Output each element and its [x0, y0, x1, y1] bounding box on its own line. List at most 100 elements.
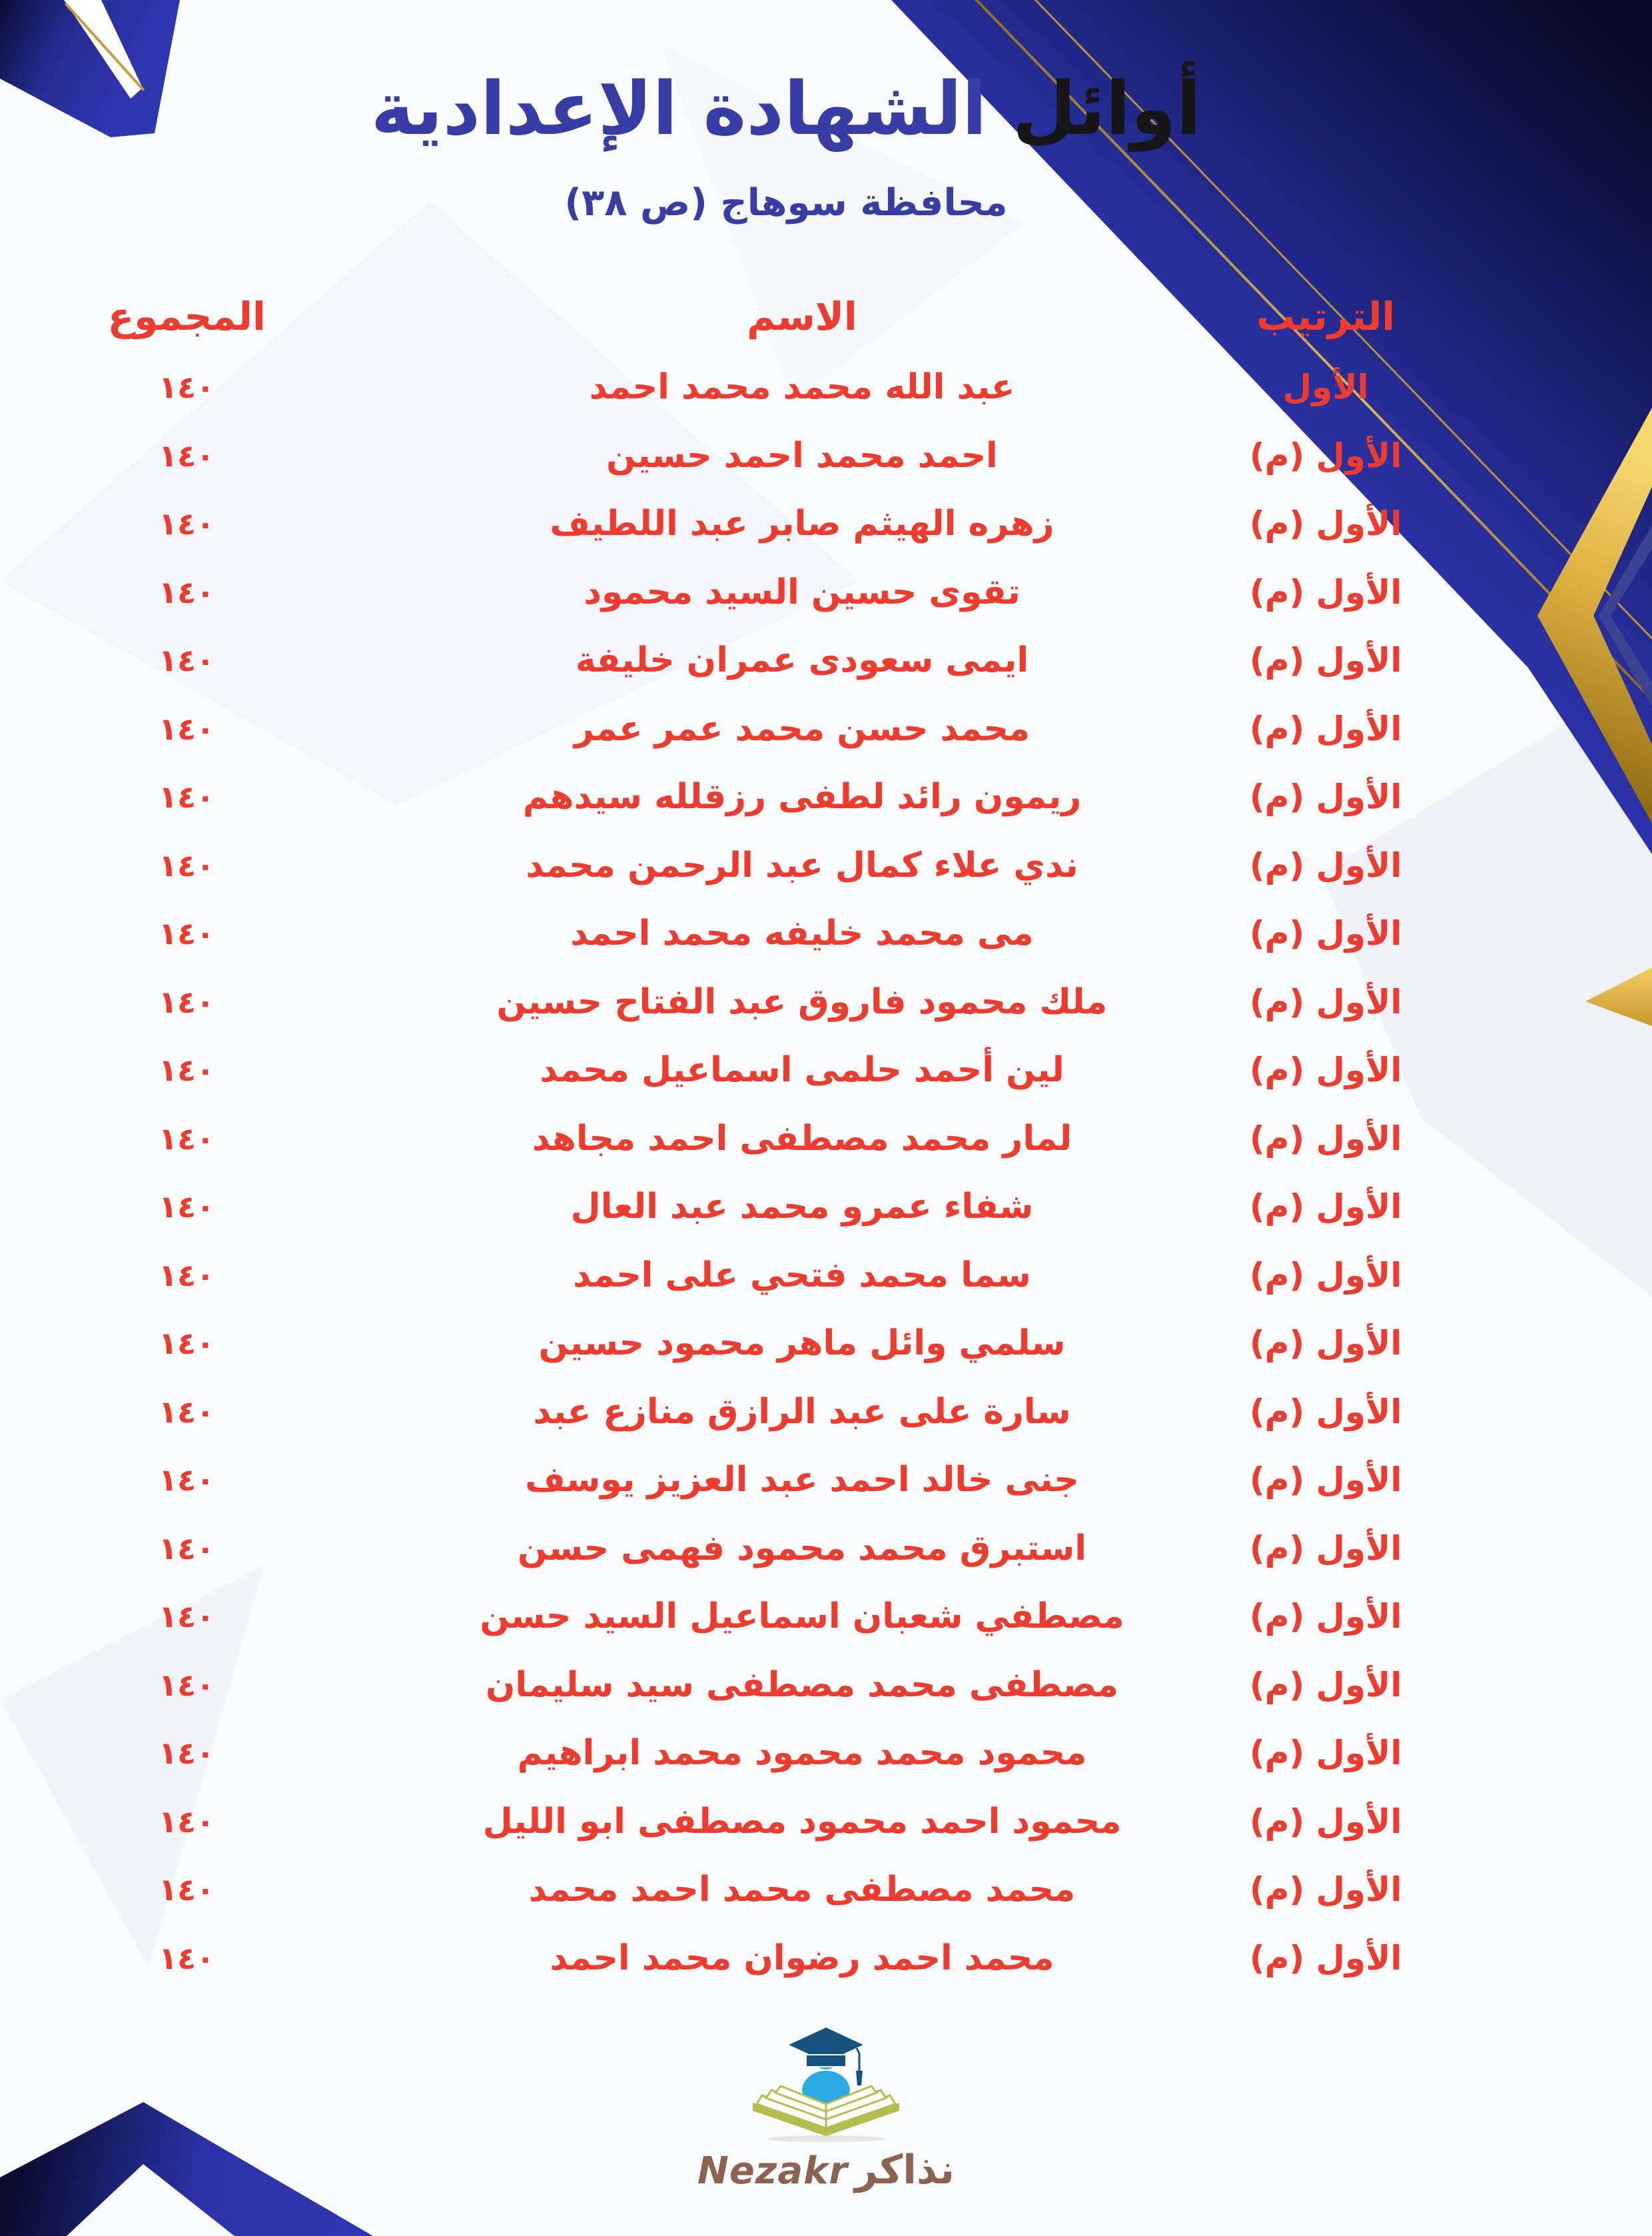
total-cell: ١٤٠: [159, 1052, 215, 1089]
name-cell: تقوى حسين السيد محمود: [584, 572, 1021, 612]
total-cell: ١٤٠: [159, 1189, 215, 1225]
results-table: المجموع الاسم الترتيب ١٤٠ عبد الله محمد …: [0, 280, 1652, 1992]
total-cell: ١٤٠: [159, 437, 215, 474]
table-row: ١٤٠ محمود محمد محمود محمد ابراهيم الأول …: [0, 1719, 1652, 1788]
rank-cell: الأول (م): [1249, 1392, 1402, 1431]
total-cell: ١٤٠: [159, 506, 215, 542]
rank-cell: الأول (م): [1249, 1324, 1402, 1363]
total-cell: ١٤٠: [159, 915, 215, 952]
table-row: ١٤٠ احمد محمد احمد حسين الأول (م): [0, 422, 1652, 490]
rank-cell: الأول (م): [1249, 1119, 1402, 1158]
total-cell: ١٤٠: [159, 1325, 215, 1362]
rank-cell: الأول (م): [1249, 572, 1402, 612]
name-cell: مصطفى محمد مصطفى سيد سليمان: [486, 1664, 1119, 1705]
total-cell: ١٤٠: [159, 1462, 215, 1498]
name-cell: محمود محمد محمود محمد ابراهيم: [517, 1733, 1087, 1774]
total-cell: ١٤٠: [159, 1803, 215, 1840]
name-cell: سارة على عبد الرازق منازع عبد: [533, 1391, 1071, 1432]
total-cell: ١٤٠: [159, 574, 215, 610]
name-cell: ندي علاء كمال عبد الرحمن محمد: [526, 845, 1078, 885]
table-row: ١٤٠ ندي علاء كمال عبد الرحمن محمد الأول …: [0, 832, 1652, 900]
name-cell: جنى خالد احمد عبد العزيز يوسف: [525, 1460, 1079, 1500]
rank-cell: الأول (م): [1249, 1665, 1402, 1704]
total-cell: ١٤٠: [159, 642, 215, 679]
table-row: ١٤٠ جنى خالد احمد عبد العزيز يوسف الأول …: [0, 1446, 1652, 1514]
brand-name: Nezakr نذاكر: [697, 2147, 955, 2193]
table-row: ١٤٠ مصطفى محمد مصطفى سيد سليمان الأول (م…: [0, 1651, 1652, 1720]
rank-cell: الأول (م): [1249, 1597, 1402, 1636]
name-cell: محمد حسن محمد عمر عمر: [574, 708, 1031, 749]
page-title: أوائل الشهادة الإعدادية: [0, 61, 1652, 157]
table-row: ١٤٠ محمود احمد محمود مصطفى ابو الليل الأ…: [0, 1788, 1652, 1856]
table-row: ١٤٠ سارة على عبد الرازق منازع عبد الأول …: [0, 1378, 1652, 1446]
rank-cell: الأول (م): [1249, 504, 1402, 544]
total-cell: ١٤٠: [159, 1872, 215, 1908]
table-row: ١٤٠ شفاء عمرو محمد عبد العال الأول (م): [0, 1173, 1652, 1241]
name-cell: محمد مصطفى محمد احمد محمد: [528, 1870, 1076, 1910]
open-book-icon: [753, 2085, 899, 2136]
table-row: ١٤٠ استبرق محمد محمود فهمى حسن الأول (م): [0, 1514, 1652, 1583]
total-cell: ١٤٠: [159, 1940, 215, 1976]
nezakr-logo: Nezakr نذاكر: [0, 2024, 1652, 2193]
table-row: ١٤٠ مصطفي شعبان اسماعيل السيد حسن الأول …: [0, 1582, 1652, 1651]
rank-cell: الأول (م): [1249, 1528, 1402, 1568]
column-header-total: المجموع: [107, 294, 266, 339]
rank-cell: الأول (م): [1249, 982, 1402, 1021]
table-row: ١٤٠ تقوى حسين السيد محمود الأول (م): [0, 558, 1652, 627]
total-cell: ١٤٠: [159, 1598, 215, 1635]
total-cell: ١٤٠: [159, 1393, 215, 1430]
table-row: ١٤٠ محمد حسن محمد عمر عمر الأول (م): [0, 695, 1652, 764]
table-header-row: المجموع الاسم الترتيب: [0, 280, 1652, 353]
brand-latin: Nezakr: [697, 2149, 849, 2193]
total-cell: ١٤٠: [159, 1120, 215, 1157]
title-rest: الشهادة الإعدادية: [370, 65, 987, 151]
rank-cell: الأول (م): [1249, 778, 1402, 817]
table-body: ١٤٠ عبد الله محمد محمد احمد الأول ١٤٠ اح…: [0, 353, 1652, 1992]
rank-cell: الأول (م): [1249, 1051, 1402, 1090]
name-cell: سلمي وائل ماهر محمود حسين: [538, 1323, 1066, 1364]
table-row: ١٤٠ لمار محمد مصطفى احمد مجاهد الأول (م): [0, 1105, 1652, 1173]
rank-cell: الأول (م): [1249, 641, 1402, 680]
table-row: ١٤٠ زهره الهيثم صابر عبد اللطيف الأول (م…: [0, 490, 1652, 558]
column-header-rank: الترتيب: [1256, 294, 1396, 339]
name-cell: ايمى سعودى عمران خليفة: [575, 640, 1029, 681]
title-highlight: أوائل: [1013, 65, 1202, 151]
rank-cell: الأول (م): [1249, 436, 1402, 475]
rank-cell: الأول (م): [1249, 1870, 1402, 1910]
table-row: ١٤٠ عبد الله محمد محمد احمد الأول: [0, 353, 1652, 422]
name-cell: لمار محمد مصطفى احمد مجاهد: [532, 1118, 1072, 1159]
brand-arabic: نذاكر: [855, 2147, 955, 2193]
table-row: ١٤٠ ايمى سعودى عمران خليفة الأول (م): [0, 626, 1652, 695]
total-cell: ١٤٠: [159, 1666, 215, 1703]
total-cell: ١٤٠: [159, 1735, 215, 1772]
total-cell: ١٤٠: [159, 1530, 215, 1566]
rank-cell: الأول (م): [1249, 1255, 1402, 1295]
total-cell: ١٤٠: [159, 779, 215, 816]
graduation-student-open-book-icon: [753, 2025, 899, 2142]
total-cell: ١٤٠: [159, 1257, 215, 1293]
table-row: ١٤٠ محمد مصطفى محمد احمد محمد الأول (م): [0, 1856, 1652, 1924]
table-row: ١٤٠ لين أحمد حلمى اسماعيل محمد الأول (م): [0, 1036, 1652, 1105]
rank-cell: الأول (م): [1249, 1187, 1402, 1227]
name-cell: احمد محمد احمد حسين: [606, 435, 998, 476]
rank-cell: الأول (م): [1249, 845, 1402, 885]
rank-cell: الأول: [1282, 368, 1369, 407]
total-cell: ١٤٠: [159, 710, 215, 747]
rank-cell: الأول (م): [1249, 914, 1402, 953]
graduation-cap-icon: [785, 2025, 867, 2085]
rank-cell: الأول (م): [1249, 1734, 1402, 1773]
total-cell: ١٤٠: [159, 847, 215, 883]
name-cell: لين أحمد حلمى اسماعيل محمد: [540, 1050, 1064, 1091]
name-cell: محمود احمد محمود مصطفى ابو الليل: [482, 1801, 1122, 1842]
name-cell: مى محمد خليفه محمد احمد: [570, 913, 1034, 954]
table-row: ١٤٠ سلمي وائل ماهر محمود حسين الأول (م): [0, 1309, 1652, 1378]
cap-tassel: [855, 2047, 861, 2071]
name-cell: شفاء عمرو محمد عبد العال: [570, 1187, 1034, 1227]
rank-cell: الأول (م): [1249, 1938, 1402, 1977]
rank-cell: الأول (م): [1249, 1460, 1402, 1500]
column-header-name: الاسم: [747, 294, 857, 339]
name-cell: استبرق محمد محمود فهمى حسن: [517, 1528, 1087, 1568]
logo-shadow: [767, 2135, 885, 2142]
table-row: ١٤٠ مى محمد خليفه محمد احمد الأول (م): [0, 899, 1652, 968]
name-cell: سما محمد فتحي على احمد: [573, 1255, 1031, 1295]
